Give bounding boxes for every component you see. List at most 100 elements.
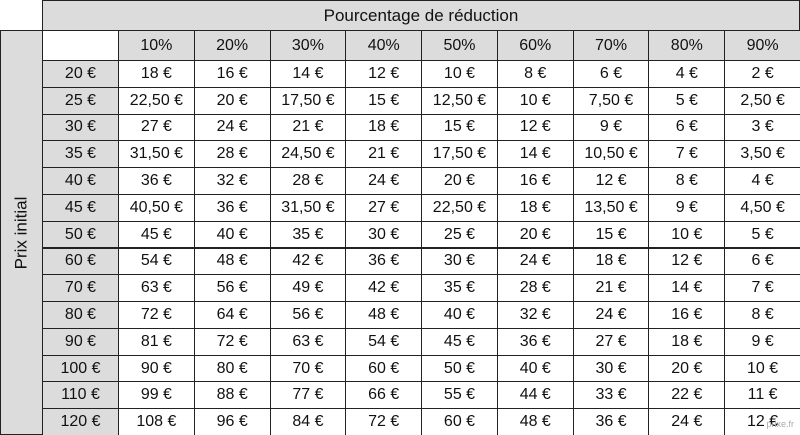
table-cell: 42 €: [269, 247, 347, 276]
table-cell: 30 €: [345, 220, 423, 249]
table-cell: 7 €: [648, 140, 726, 169]
table-cell: 4 €: [648, 60, 726, 88]
table-cell: 27 €: [572, 327, 650, 356]
table-cell: 35 €: [421, 274, 498, 303]
table-cell: 40 €: [421, 301, 498, 329]
table-cell: 72 €: [118, 301, 195, 329]
table-cell: 32 €: [496, 301, 574, 329]
table-cell: 24 €: [572, 301, 650, 329]
column-header: 10%: [118, 30, 195, 61]
table-cell: 31,50 €: [118, 140, 195, 169]
table-cell: 9 €: [724, 327, 800, 356]
table-cell: 12,50 €: [421, 86, 498, 115]
table-cell: 36 €: [496, 327, 574, 356]
row-header: 40 €: [42, 167, 119, 195]
table-cell: 12 €: [648, 247, 726, 276]
row-header: 25 €: [42, 86, 119, 115]
row-header: 20 €: [42, 60, 119, 88]
row-header: 110 €: [42, 381, 119, 410]
table-cell: 6 €: [648, 113, 726, 142]
table-cell: 15 €: [421, 113, 498, 142]
table-cell: 9 €: [648, 193, 726, 222]
table-cell: 20 €: [648, 354, 726, 383]
row-header: 100 €: [42, 354, 119, 383]
table-cell: 7 €: [724, 274, 800, 303]
row-header: 80 €: [42, 301, 119, 329]
row-header: 30 €: [42, 113, 119, 142]
table-cell: 12 €: [496, 113, 574, 142]
table-cell: 17,50 €: [269, 86, 347, 115]
table-cell: 42 €: [345, 274, 423, 303]
table-cell: 24 €: [648, 408, 726, 435]
table-cell: 4 €: [724, 167, 800, 195]
table-cell: 56 €: [269, 301, 347, 329]
table-cell: 21 €: [345, 140, 423, 169]
column-group-title: Pourcentage de réduction: [42, 0, 800, 31]
table-cell: 14 €: [269, 60, 347, 88]
table-cell: 20 €: [193, 86, 271, 115]
table-cell: 22,50 €: [421, 193, 498, 222]
row-group-title-cell: Prix initial: [0, 30, 43, 435]
table-cell: 10 €: [724, 354, 800, 383]
table-cell: 64 €: [193, 301, 271, 329]
table-cell: 24 €: [496, 247, 574, 276]
table-cell: 45 €: [421, 327, 498, 356]
table-cell: 16 €: [193, 60, 271, 88]
row-header: 45 €: [42, 193, 119, 222]
table-cell: 35 €: [269, 220, 347, 249]
table-cell: 3,50 €: [724, 140, 800, 169]
table-cell: 18 €: [572, 247, 650, 276]
table-cell: 56 €: [193, 274, 271, 303]
table-cell: 6 €: [724, 247, 800, 276]
table-cell: 2 €: [724, 60, 800, 88]
table-cell: 21 €: [269, 113, 347, 142]
column-header: 20%: [193, 30, 271, 61]
table-cell: 5 €: [648, 86, 726, 115]
table-cell: 72 €: [193, 327, 271, 356]
table-cell: 54 €: [345, 327, 423, 356]
table-cell: 11 €: [724, 381, 800, 410]
table-cell: 77 €: [269, 381, 347, 410]
column-header: 80%: [648, 30, 726, 61]
table-cell: 16 €: [648, 301, 726, 329]
table-cell: 36 €: [345, 247, 423, 276]
column-header: 40%: [345, 30, 423, 61]
column-header: 30%: [269, 30, 347, 61]
table-cell: 96 €: [193, 408, 271, 435]
table-cell: 8 €: [496, 60, 574, 88]
table-cell: 70 €: [269, 354, 347, 383]
row-header: 90 €: [42, 327, 119, 356]
row-header: 50 €: [42, 220, 119, 249]
table-cell: 48 €: [345, 301, 423, 329]
table-cell: 28 €: [269, 167, 347, 195]
table-cell: 18 €: [345, 113, 423, 142]
table-cell: 88 €: [193, 381, 271, 410]
table-cell: 3 €: [724, 113, 800, 142]
table-cell: 80 €: [193, 354, 271, 383]
table-cell: 48 €: [193, 247, 271, 276]
table-cell: 36 €: [193, 193, 271, 222]
table-cell: 2,50 €: [724, 86, 800, 115]
table-cell: 40 €: [193, 220, 271, 249]
column-header: 50%: [421, 30, 498, 61]
row-header: 60 €: [42, 247, 119, 276]
table-cell: 15 €: [572, 220, 650, 249]
table-cell: 63 €: [269, 327, 347, 356]
table-cell: 28 €: [496, 274, 574, 303]
corner: [0, 0, 43, 31]
column-header: 90%: [724, 30, 800, 61]
table-cell: 22,50 €: [118, 86, 195, 115]
table-cell: 81 €: [118, 327, 195, 356]
table-cell: 10 €: [496, 86, 574, 115]
table-cell: 33 €: [572, 381, 650, 410]
table-cell: 54 €: [118, 247, 195, 276]
table-cell: 55 €: [421, 381, 498, 410]
table-cell: 7,50 €: [572, 86, 650, 115]
watermark: prixe.fr: [766, 419, 794, 429]
table-cell: 20 €: [421, 167, 498, 195]
column-header: 60%: [496, 30, 574, 61]
table-cell: 14 €: [648, 274, 726, 303]
table-cell: 49 €: [269, 274, 347, 303]
table-cell: 10 €: [421, 60, 498, 88]
